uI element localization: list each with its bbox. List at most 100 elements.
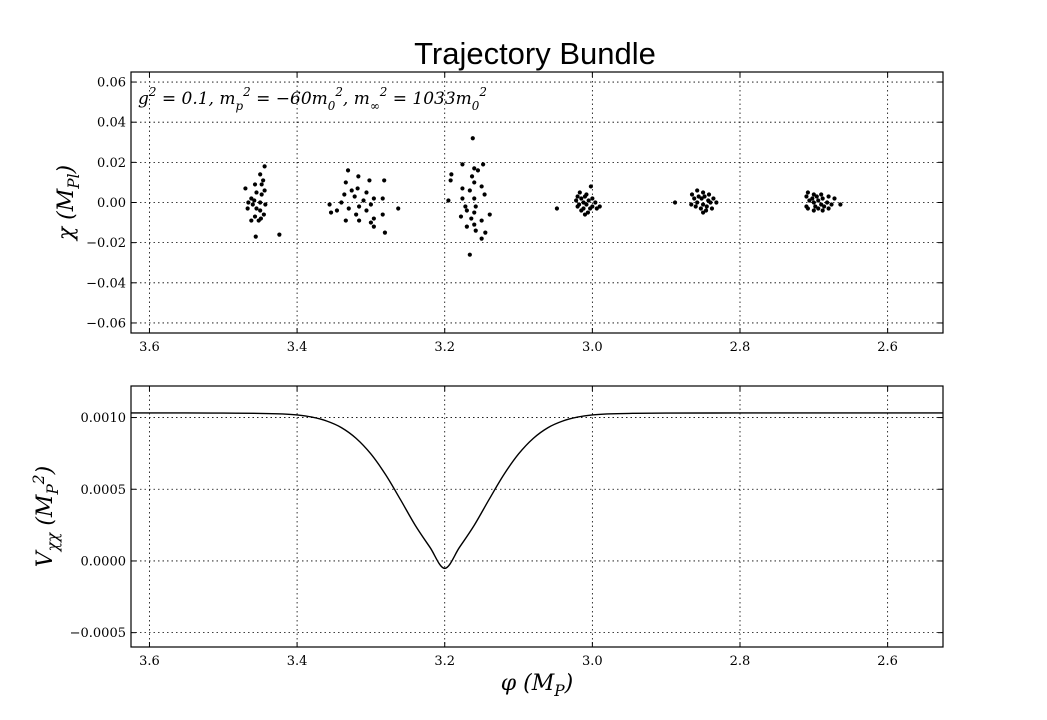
scatter-point xyxy=(460,186,465,191)
scatter-point xyxy=(479,184,484,189)
scatter-point xyxy=(588,184,593,189)
scatter-point xyxy=(262,164,267,169)
x-tick-label: 3.0 xyxy=(582,340,603,355)
scatter-point xyxy=(252,214,258,219)
scatter-point xyxy=(594,206,599,211)
scatter-point xyxy=(252,198,257,203)
scatter-point xyxy=(475,168,481,173)
scatter-point xyxy=(343,180,348,185)
scatter-point xyxy=(698,206,703,211)
scatter-point xyxy=(819,202,824,207)
scatter-point xyxy=(352,194,357,199)
scatter-point xyxy=(838,202,843,207)
scatter-point xyxy=(449,172,454,177)
scatter-point xyxy=(460,196,465,201)
scatter-point xyxy=(482,192,487,197)
plot-frame xyxy=(130,385,944,648)
chart-title: Trajectory Bundle xyxy=(414,36,656,71)
scatter-point xyxy=(254,190,259,195)
scatter-point xyxy=(368,220,374,225)
scatter-point xyxy=(816,206,821,211)
scatter-point xyxy=(709,206,715,211)
scatter-point xyxy=(575,204,580,209)
scatter-point xyxy=(464,224,469,229)
potential-curve xyxy=(130,412,943,570)
scatter-point xyxy=(588,206,593,211)
scatter-point xyxy=(582,212,588,217)
y-tick-label: −0.0005 xyxy=(70,626,126,641)
y-tick-label: 0.0010 xyxy=(81,411,127,426)
scatter-point xyxy=(581,200,586,205)
scatter-point xyxy=(810,196,815,201)
scatter-point xyxy=(582,194,588,199)
scatter-point xyxy=(825,200,830,205)
scatter-point xyxy=(689,192,695,197)
x-tick-label: 2.8 xyxy=(730,340,751,355)
scatter-point xyxy=(254,206,259,211)
scatter-point xyxy=(700,202,706,207)
scatter-point xyxy=(820,196,825,201)
scatter-point xyxy=(396,206,401,211)
y-tick-label: 0.04 xyxy=(97,116,126,131)
scatter-point xyxy=(696,194,701,199)
scatter-point xyxy=(345,168,351,173)
scatter-point xyxy=(711,196,716,201)
scatter-point xyxy=(472,166,477,171)
y-tick-label: 0.0000 xyxy=(81,554,127,569)
scatter-point xyxy=(692,196,697,201)
scatter-point xyxy=(253,234,258,239)
scatter-point xyxy=(259,182,264,187)
scatter-point xyxy=(804,194,809,199)
scatter-point xyxy=(700,210,706,215)
scatter-point xyxy=(246,200,251,205)
scatter-point xyxy=(820,208,825,213)
scatter-point xyxy=(356,218,362,223)
y-tick-label: −0.06 xyxy=(86,316,126,331)
scatter-point xyxy=(579,208,584,213)
scatter-point xyxy=(481,162,486,167)
scatter-point xyxy=(458,214,464,219)
scatter-point xyxy=(473,204,478,209)
x-tick-label: 2.8 xyxy=(730,654,751,669)
scatter-point xyxy=(822,204,827,209)
y-tick-label: −0.02 xyxy=(86,236,126,251)
x-tick-label: 3.2 xyxy=(434,340,455,355)
scatter-point xyxy=(689,202,694,207)
scatter-point xyxy=(826,206,831,211)
scatter-point xyxy=(813,204,818,209)
y-axis-label: χ (MPl) xyxy=(54,165,83,242)
scatter-point xyxy=(577,190,582,195)
scatter-point xyxy=(829,202,834,207)
potential-panel: 3.6 3.4 3.2 3.0 2.8 2.6 −0.0005 0.0000 0.0005 0.0… xyxy=(30,385,944,700)
scatter-point xyxy=(472,180,477,185)
scatter-point xyxy=(593,200,598,205)
y-tick-label: 0.06 xyxy=(97,76,126,91)
scatter-point xyxy=(483,230,488,235)
scatter-point xyxy=(327,202,332,207)
scatter-point xyxy=(554,206,560,211)
x-tick-label: 2.6 xyxy=(877,654,898,669)
scatter-point xyxy=(371,224,376,229)
scatter-point xyxy=(469,216,474,221)
x-tick-label: 3.4 xyxy=(287,654,308,669)
scatter-point xyxy=(460,162,465,167)
scatter-point xyxy=(584,202,589,207)
scatter-point xyxy=(814,194,819,199)
scatter-point xyxy=(349,188,354,193)
scatter-point xyxy=(277,232,282,237)
scatter-point xyxy=(585,210,591,215)
scatter-point xyxy=(706,192,712,197)
scatter-point xyxy=(256,218,261,223)
scatter-point xyxy=(586,198,591,203)
y-tick-label: 0.00 xyxy=(97,196,126,211)
scatter-point xyxy=(700,190,706,195)
x-tick-label: 2.6 xyxy=(877,340,898,355)
scatter-point xyxy=(704,204,709,209)
scatter-point xyxy=(259,192,264,197)
y-tick-label: −0.04 xyxy=(86,276,126,291)
scatter-point xyxy=(250,202,255,207)
scatter-point xyxy=(695,200,700,205)
scatter-point xyxy=(590,196,595,201)
scatter-point xyxy=(811,200,816,205)
scatter-point xyxy=(473,228,478,233)
